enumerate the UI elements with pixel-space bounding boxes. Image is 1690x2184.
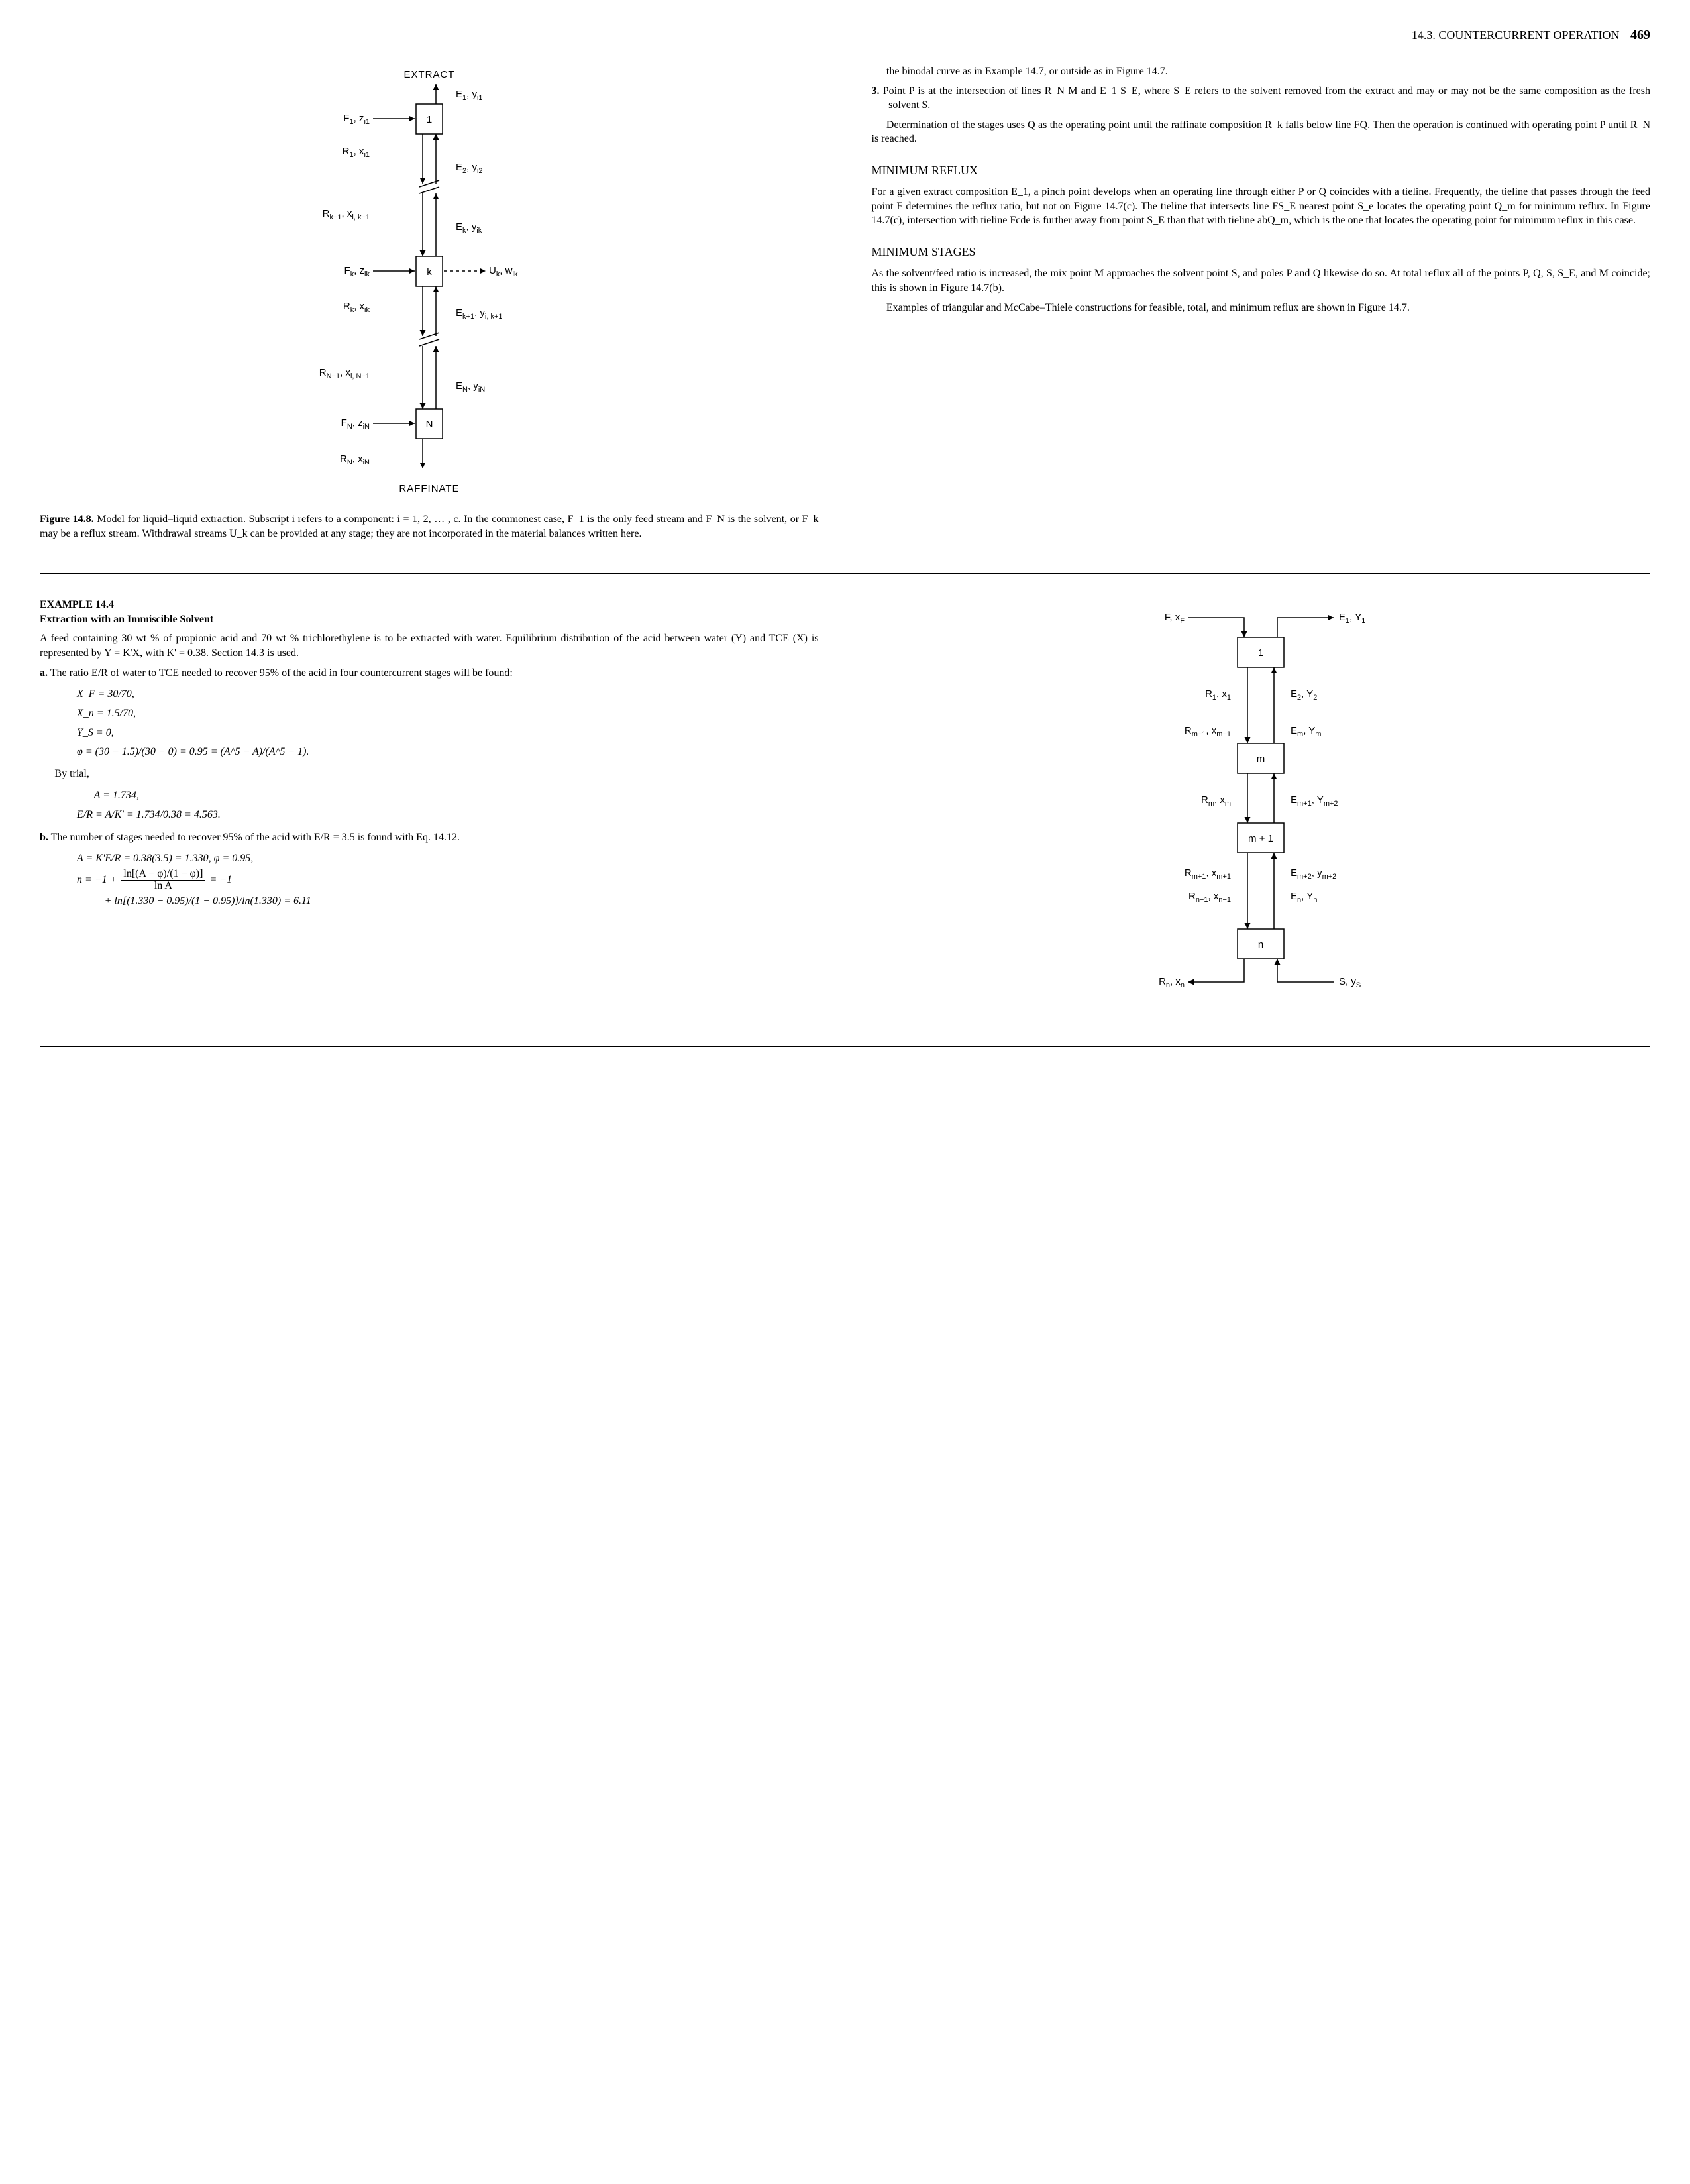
svg-text:RN, xiN: RN, xiN bbox=[340, 453, 370, 466]
part-b: b. The number of stages needed to recove… bbox=[40, 830, 819, 845]
svg-text:RN−1, xi, N−1: RN−1, xi, N−1 bbox=[319, 367, 370, 380]
extract-label: EXTRACT bbox=[403, 69, 454, 80]
min-reflux-body: For a given extract composition E_1, a p… bbox=[872, 185, 1651, 228]
svg-text:EN, yiN: EN, yiN bbox=[456, 380, 485, 394]
figure-label: Figure 14.8. bbox=[40, 514, 94, 525]
svg-text:Uk, wik: Uk, wik bbox=[489, 265, 518, 278]
example-left: EXAMPLE 14.4 Extraction with an Immiscib… bbox=[40, 598, 819, 1022]
part-a-equations: X_F = 30/70, X_n = 1.5/70, Y_S = 0, φ = … bbox=[77, 685, 819, 761]
figure-14-8: EXTRACT 1 k N bbox=[40, 64, 819, 502]
section-title: 14.3. COUNTERCURRENT OPERATION bbox=[1412, 28, 1620, 42]
svg-text:Em, Ym: Em, Ym bbox=[1291, 725, 1321, 738]
svg-text:F, xF: F, xF bbox=[1165, 612, 1185, 625]
svg-text:Rn−1, xn−1: Rn−1, xn−1 bbox=[1188, 891, 1231, 904]
svg-text:E1, yi1: E1, yi1 bbox=[456, 89, 483, 102]
item-3-marker: 3. bbox=[872, 85, 880, 97]
svg-text:1: 1 bbox=[427, 114, 432, 125]
heading-min-stages: MINIMUM STAGES bbox=[872, 244, 1651, 260]
right-column: the binodal curve as in Example 14.7, or… bbox=[872, 64, 1651, 546]
svg-text:m: m bbox=[1257, 753, 1265, 765]
min-stages-p1: As the solvent/feed ratio is increased, … bbox=[872, 266, 1651, 295]
svg-text:N: N bbox=[425, 419, 433, 430]
svg-text:Rk, xik: Rk, xik bbox=[343, 301, 370, 314]
svg-text:n: n bbox=[1258, 939, 1263, 950]
page-number: 469 bbox=[1630, 28, 1650, 42]
example-lead: A feed containing 30 wt % of propionic a… bbox=[40, 631, 819, 660]
svg-text:E2, yi2: E2, yi2 bbox=[456, 162, 483, 175]
raffinate-label: RAFFINATE bbox=[399, 483, 459, 494]
upper-two-column: EXTRACT 1 k N bbox=[40, 64, 1650, 546]
svg-text:Ek, yik: Ek, yik bbox=[456, 221, 482, 235]
by-trial: By trial, bbox=[40, 767, 819, 781]
section-rule-bottom bbox=[40, 1046, 1650, 1047]
svg-text:Em+2, ym+2: Em+2, ym+2 bbox=[1291, 867, 1336, 881]
part-a-results: A = 1.734, E/R = A/K' = 1.734/0.38 = 4.5… bbox=[77, 787, 819, 825]
part-b-equations: A = K'E/R = 0.38(3.5) = 1.330, φ = 0.95,… bbox=[77, 849, 819, 910]
part-a: a. The ratio E/R of water to TCE needed … bbox=[40, 666, 819, 681]
example-14-4: EXAMPLE 14.4 Extraction with an Immiscib… bbox=[40, 598, 1650, 1022]
example-head: EXAMPLE 14.4 Extraction with an Immiscib… bbox=[40, 598, 819, 626]
figure-caption-text: Model for liquid–liquid extraction. Subs… bbox=[40, 514, 819, 539]
example-right: 1 m m + 1 n bbox=[872, 598, 1651, 1022]
section-rule-top bbox=[40, 573, 1650, 574]
example-stage-diagram: 1 m m + 1 n bbox=[872, 598, 1651, 1022]
left-column: EXTRACT 1 k N bbox=[40, 64, 819, 546]
svg-text:R1, x1: R1, x1 bbox=[1205, 688, 1231, 702]
svg-text:E2, Y2: E2, Y2 bbox=[1291, 688, 1317, 702]
figure-14-8-caption: Figure 14.8. Model for liquid–liquid ext… bbox=[40, 512, 819, 541]
svg-text:1: 1 bbox=[1258, 647, 1263, 659]
svg-text:S, yS: S, yS bbox=[1339, 976, 1361, 989]
svg-text:Fk, zik: Fk, zik bbox=[344, 265, 370, 278]
item-3: 3. Point P is at the intersection of lin… bbox=[872, 84, 1651, 113]
tail-paragraph: the binodal curve as in Example 14.7, or… bbox=[872, 64, 1651, 79]
svg-text:k: k bbox=[427, 266, 432, 278]
svg-text:Em+1, Ym+2: Em+1, Ym+2 bbox=[1291, 794, 1338, 808]
svg-text:Rn, xn: Rn, xn bbox=[1159, 976, 1185, 989]
svg-text:Rm, xm: Rm, xm bbox=[1201, 794, 1231, 808]
svg-text:m + 1: m + 1 bbox=[1248, 833, 1273, 844]
svg-text:FN, ziN: FN, ziN bbox=[341, 417, 369, 431]
min-stages-p2: Examples of triangular and McCabe–Thiele… bbox=[872, 301, 1651, 315]
svg-text:Ek+1, yi, k+1: Ek+1, yi, k+1 bbox=[456, 307, 503, 321]
item-3-text: Point P is at the intersection of lines … bbox=[883, 85, 1650, 111]
svg-text:E1, Y1: E1, Y1 bbox=[1339, 612, 1365, 625]
svg-text:Rm+1, xm+1: Rm+1, xm+1 bbox=[1185, 867, 1231, 881]
figure-14-8-svg: EXTRACT 1 k N bbox=[257, 64, 602, 502]
svg-text:Rm−1, xm−1: Rm−1, xm−1 bbox=[1185, 725, 1231, 738]
after-item3: Determination of the stages uses Q as th… bbox=[872, 118, 1651, 146]
svg-text:Rk−1, xi, k−1: Rk−1, xi, k−1 bbox=[322, 208, 369, 221]
running-head: 14.3. COUNTERCURRENT OPERATION 469 bbox=[40, 27, 1650, 44]
svg-text:R1, xi1: R1, xi1 bbox=[342, 146, 369, 159]
stage-diagram-svg: 1 m m + 1 n bbox=[1088, 598, 1433, 1022]
heading-min-reflux: MINIMUM REFLUX bbox=[872, 162, 1651, 178]
svg-text:F1, zi1: F1, zi1 bbox=[343, 113, 370, 126]
svg-text:En, Yn: En, Yn bbox=[1291, 891, 1317, 904]
